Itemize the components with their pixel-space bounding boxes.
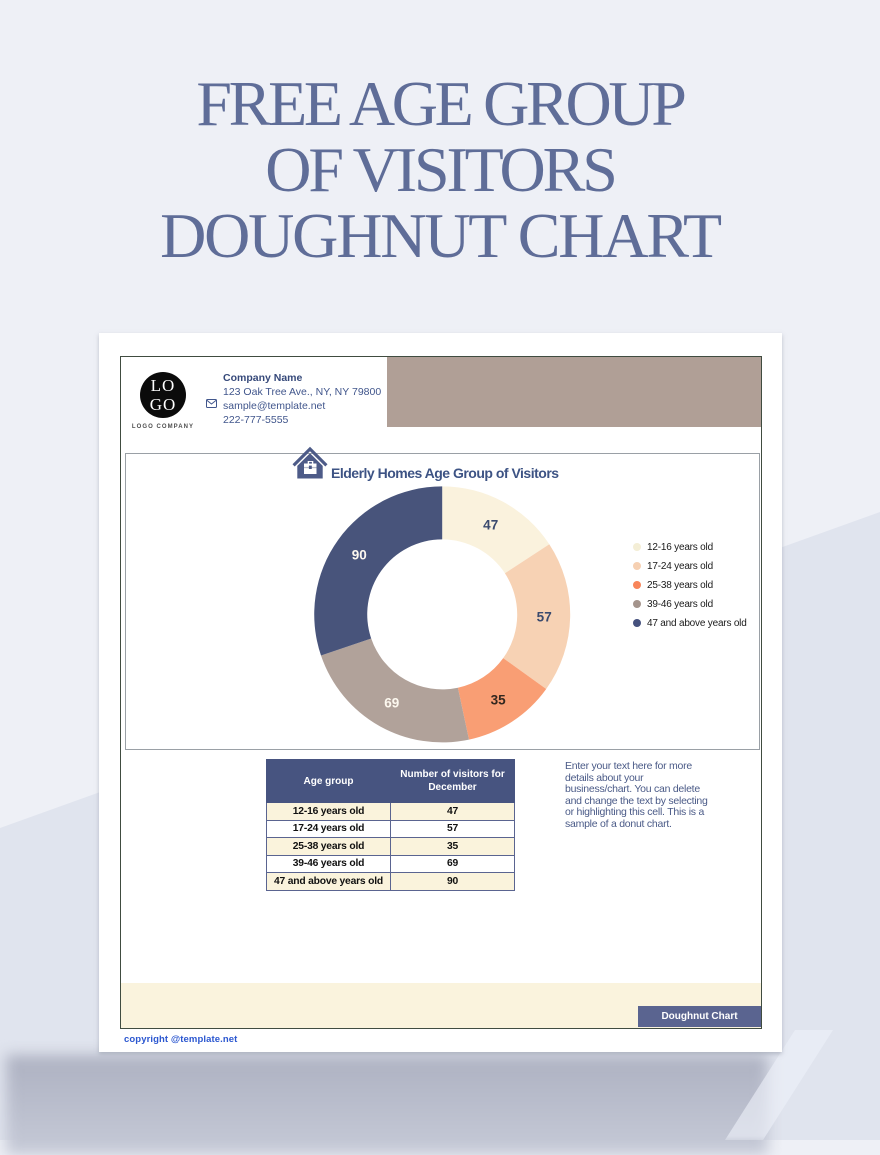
- svg-text:69: 69: [384, 695, 399, 710]
- svg-text:57: 57: [537, 609, 552, 624]
- svg-text:47: 47: [483, 517, 498, 532]
- svg-text:90: 90: [352, 547, 367, 562]
- svg-text:35: 35: [491, 692, 507, 707]
